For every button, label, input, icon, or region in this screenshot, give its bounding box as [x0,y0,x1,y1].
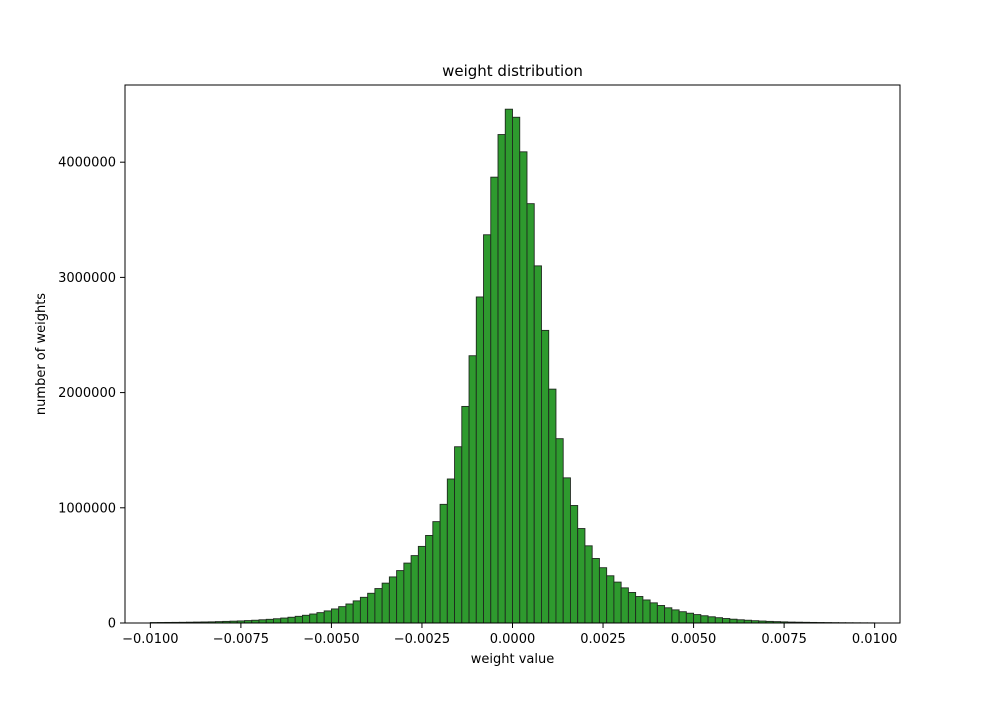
histogram-bar [484,235,491,623]
histogram-bar [563,478,570,623]
histogram-bar [476,297,483,623]
x-tick-label: 0.0000 [490,632,536,647]
histogram-bar [447,479,454,623]
histogram-bar [281,618,288,623]
histogram-bar [418,546,425,623]
histogram-bar [570,505,577,623]
y-axis-label: number of weights [34,293,49,415]
histogram-bar [534,266,541,623]
histogram-bar [505,109,512,623]
histogram-bar [607,576,614,623]
histogram-bar [346,604,353,623]
y-tick-label: 1000000 [58,501,116,516]
histogram-bar [411,556,418,623]
histogram-bar [433,522,440,623]
histogram-bar [650,603,657,623]
histogram-bar [462,406,469,623]
histogram-bar [592,558,599,623]
bars-layer [150,109,874,623]
histogram-bar [331,609,338,623]
x-axis: −0.0100 −0.0075 −0.0050 −0.0025 0.0000 0.0025… [122,623,897,647]
histogram-bar [397,571,404,623]
x-tick-label: −0.0050 [303,632,359,647]
histogram-bar [672,610,679,623]
histogram-bar [440,504,447,623]
x-axis-label: weight value [471,652,554,667]
histogram-bar [426,535,433,623]
histogram-bar [585,546,592,623]
y-axis: 0 1000000 2000000 3000000 4000000 [58,156,125,632]
y-tick-label: 0 [108,617,116,632]
y-tick-label: 3000000 [58,271,116,286]
histogram-bar [375,589,382,623]
histogram-bar [295,616,302,623]
histogram-bar [636,597,643,623]
x-tick-label: −0.0025 [394,632,450,647]
histogram-bar [556,439,563,623]
histogram-bar [498,135,505,623]
histogram-bar [694,615,701,623]
histogram-bar [288,617,295,623]
x-tick-label: 0.0075 [761,632,807,647]
histogram-bar [324,611,331,623]
histogram-bar [339,607,346,623]
histogram-bar [549,389,556,623]
histogram-bar [679,612,686,623]
histogram-bar [520,152,527,623]
histogram-bar [578,529,585,623]
histogram-bar [382,583,389,623]
histogram-bar [715,618,722,623]
histogram-bar [302,615,309,623]
chart-title: weight distribution [442,62,583,80]
histogram-bar [527,204,534,623]
x-tick-label: 0.0100 [852,632,898,647]
histogram-bar [317,613,324,623]
histogram-bar [310,614,317,623]
histogram-bar [368,593,375,623]
histogram-bar [389,577,396,623]
histogram-bar [621,588,628,623]
histogram-bar [541,330,548,623]
histogram-bar [730,619,737,623]
x-tick-label: −0.0100 [122,632,178,647]
x-tick-label: −0.0075 [213,632,269,647]
histogram-bar [614,582,621,623]
histogram-bar [266,619,273,623]
histogram-bar [469,356,476,623]
y-tick-label: 4000000 [58,156,116,171]
histogram-bar [708,617,715,623]
histogram-bar [686,613,693,623]
y-tick-label: 2000000 [58,386,116,401]
histogram-bar [491,177,498,623]
histogram-bar [455,447,462,623]
histogram-bar [701,616,708,623]
histogram-bar [273,619,280,623]
histogram-bar [628,592,635,623]
histogram-bar [723,619,730,623]
x-tick-label: 0.0025 [580,632,626,647]
histogram-bar [665,608,672,623]
histogram-bar [353,601,360,623]
histogram-bar [360,597,367,623]
histogram-bar [643,600,650,623]
histogram-bar [599,568,606,623]
histogram-bar [404,563,411,623]
histogram-bar [657,605,664,623]
histogram-bar [513,117,520,623]
x-tick-label: 0.0050 [671,632,717,647]
